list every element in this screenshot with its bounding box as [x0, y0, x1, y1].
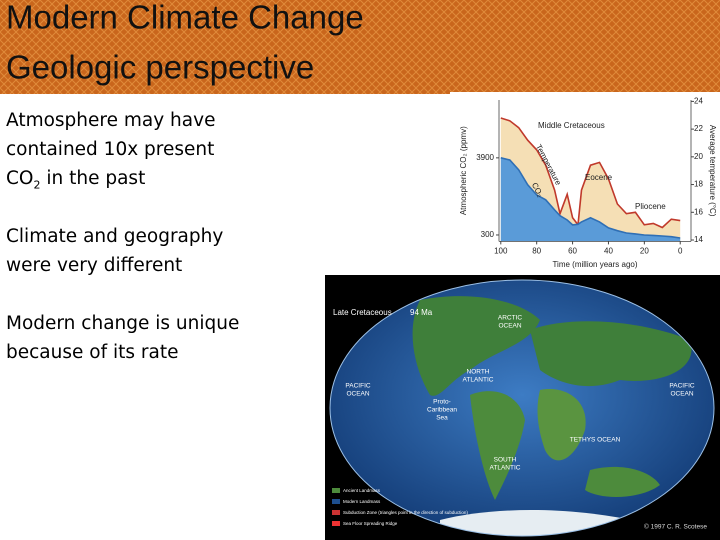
landmass [530, 321, 692, 387]
line [500, 117, 681, 229]
annotation: Eocene [585, 173, 613, 182]
annotation: Middle Cretaceous [538, 121, 605, 130]
ocean-label: ATLANTIC [490, 465, 521, 472]
y2-tick-label: 18 [694, 180, 703, 189]
x-axis-label: Time (million years ago) [552, 260, 637, 269]
ice [440, 510, 640, 536]
landmasses [412, 296, 692, 536]
bullet: Climate and geography were very differen… [6, 222, 251, 280]
ocean-label: ARCTIC [498, 315, 523, 322]
x-tick-label: 100 [494, 247, 508, 256]
ocean-label: OCEAN [670, 391, 693, 398]
y2-tick-label: 14 [694, 235, 703, 244]
annotation: Pliocene [635, 202, 666, 211]
globe-outline [329, 279, 715, 537]
ocean-label: PACIFIC [345, 383, 370, 390]
y2-axis-label: Average temperature (°C) [708, 125, 717, 217]
area [500, 157, 681, 242]
bullet: Atmosphere may have contained 10x presen… [6, 106, 251, 193]
line [500, 157, 681, 239]
subscript: 2 [33, 178, 41, 192]
map-title: Late Cretaceous [333, 308, 392, 317]
bullet-list: Atmosphere may have contained 10x presen… [6, 106, 251, 396]
slide-title: Geologic perspective [6, 49, 314, 86]
y2-tick-label: 24 [694, 96, 703, 105]
map-age: 94 Ma [410, 308, 433, 317]
bullet-text: in the past [40, 168, 146, 189]
ocean-label: OCEAN [346, 391, 369, 398]
y-tick-label: 300 [481, 230, 495, 239]
ocean-label: OCEAN [498, 323, 521, 330]
title-band [0, 0, 720, 94]
x-tick-label: 20 [640, 247, 649, 256]
map-credit: © 1997 C. R. Scotese [644, 523, 707, 531]
bullet-text: Modern change is unique because of its r… [6, 313, 240, 363]
legend-label: Subduction Zone (triangles point in the … [343, 510, 468, 515]
bullet-text: Atmosphere may have contained 10x presen… [6, 110, 216, 189]
landmass [585, 466, 660, 497]
ocean-label: TETHYS OCEAN [570, 437, 621, 444]
ocean-label: PACIFIC [669, 383, 694, 390]
ocean-label: NORTH [467, 369, 490, 376]
ocean-label: SOUTH [494, 457, 517, 464]
ocean-label: Proto- [433, 399, 451, 406]
legend-swatch [332, 488, 340, 493]
x-tick-label: 60 [568, 247, 577, 256]
x-tick-label: 80 [532, 247, 541, 256]
ocean-label: Caribbean [427, 407, 457, 414]
legend-swatch [332, 510, 340, 515]
bullet: Modern change is unique because of its r… [6, 309, 251, 367]
landmass [537, 389, 586, 461]
landmass [412, 296, 540, 396]
legend-label: Ancient Landmass [343, 488, 381, 493]
slide-title: Modern Climate Change [6, 0, 364, 36]
x-tick-label: 40 [604, 247, 613, 256]
y2-tick-label: 22 [694, 124, 703, 133]
map-labels: Late Cretaceous 94 MaARCTICOCEANPACIFICOC… [332, 308, 707, 531]
legend-swatch [332, 499, 340, 504]
y-tick-label: 3900 [476, 153, 494, 162]
x-tick-label: 0 [678, 247, 683, 256]
legend-label: Modern Landmass [343, 499, 381, 504]
legend-swatch [332, 521, 340, 526]
ocean-label: ATLANTIC [463, 377, 494, 384]
y2-tick-label: 20 [694, 152, 703, 161]
landmass [470, 391, 525, 500]
legend-label: Sea Floor Spreading Ridge [343, 521, 398, 526]
y-axis-label: Atmospheric CO₂ (ppmv) [459, 126, 468, 215]
y2-tick-label: 16 [694, 207, 703, 216]
ocean-label: Sea [436, 415, 448, 422]
bullet-text: Climate and geography were very differen… [6, 226, 224, 276]
